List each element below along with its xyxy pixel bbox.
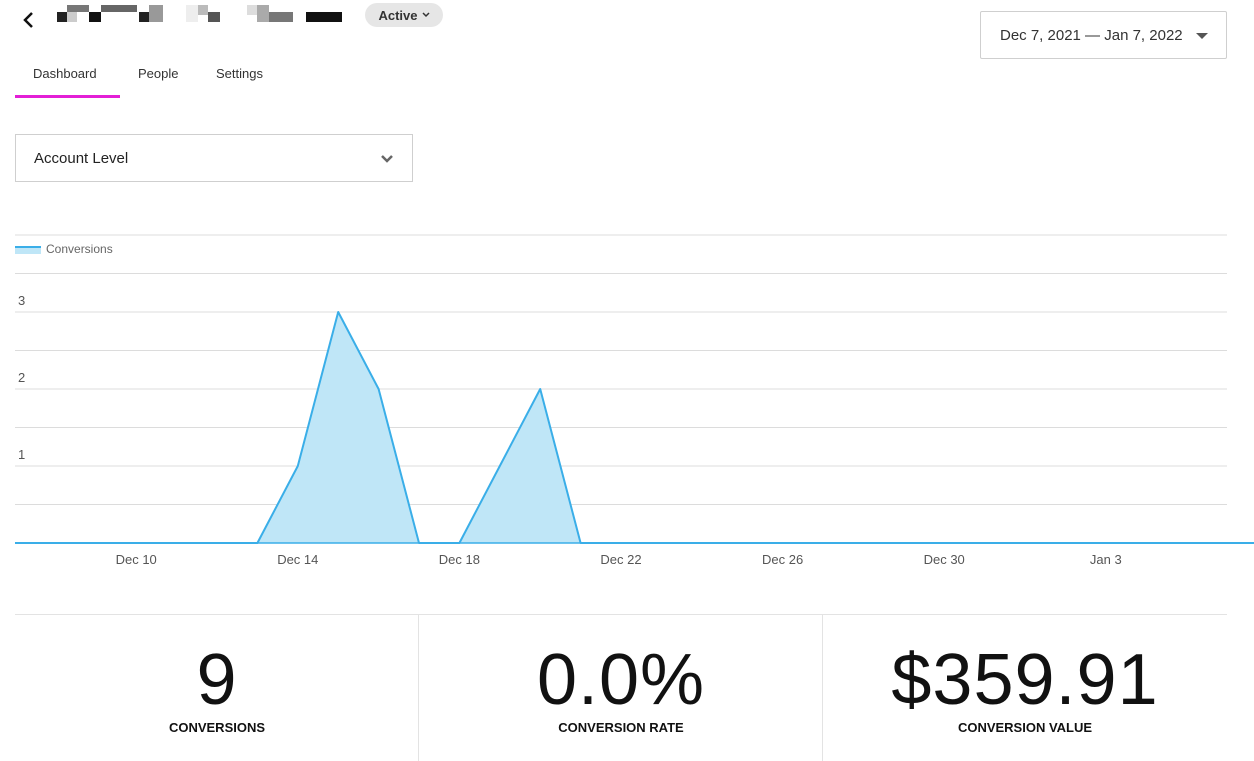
redacted-account-name — [57, 5, 347, 23]
chevron-down-icon — [421, 12, 430, 18]
date-range-picker[interactable]: Dec 7, 2021 — Jan 7, 2022 — [980, 11, 1227, 59]
caret-down-icon — [1196, 33, 1208, 39]
stat-value: 0.0% — [536, 640, 706, 720]
tab-people[interactable]: People — [138, 66, 179, 81]
stat-value: $359.91 — [891, 640, 1159, 720]
stat-separator — [418, 615, 419, 761]
status-dropdown[interactable]: Active — [365, 3, 443, 27]
stat-label: CONVERSION RATE — [558, 720, 684, 735]
legend-label: Conversions — [46, 242, 113, 256]
active-tab-indicator — [15, 95, 120, 98]
chevron-down-icon — [381, 155, 393, 163]
legend-swatch — [15, 246, 41, 254]
date-range-label: Dec 7, 2021 — Jan 7, 2022 — [1000, 26, 1183, 44]
y-tick-label: 3 — [18, 293, 25, 308]
stat-label: CONVERSIONS — [168, 720, 266, 735]
x-tick-label: Jan 3 — [1090, 552, 1122, 567]
stat-value: 9 — [196, 640, 238, 720]
x-tick-label: Dec 14 — [277, 552, 318, 567]
status-label: Active — [378, 7, 418, 23]
tab-dashboard[interactable]: Dashboard — [33, 66, 97, 81]
chevron-left-icon — [23, 12, 33, 28]
x-tick-label: Dec 10 — [116, 552, 157, 567]
stat-label: CONVERSION VALUE — [957, 720, 1093, 735]
tab-settings[interactable]: Settings — [216, 66, 263, 81]
x-tick-label: Dec 30 — [924, 552, 965, 567]
stat-conversions: 9 CONVERSIONS — [15, 640, 419, 735]
stat-conversion-rate: 0.0% CONVERSION RATE — [419, 640, 823, 735]
stats-divider — [15, 614, 1227, 615]
stat-conversion-value: $359.91 CONVERSION VALUE — [823, 640, 1227, 735]
account-level-select[interactable]: Account Level — [15, 134, 413, 182]
conversions-chart: 1 2 3 Dec 10 Dec 14 Dec 18 Dec 22 Dec 26 Dec 30 J… — [14, 234, 1254, 567]
y-tick-label: 2 — [18, 370, 25, 385]
x-tick-label: Dec 26 — [762, 552, 803, 567]
series-area — [15, 312, 1254, 543]
stat-separator — [822, 615, 823, 761]
y-tick-label: 1 — [18, 447, 25, 462]
account-level-value: Account Level — [34, 149, 129, 167]
x-tick-label: Dec 18 — [439, 552, 480, 567]
x-tick-label: Dec 22 — [600, 552, 641, 567]
back-button[interactable] — [18, 8, 40, 32]
